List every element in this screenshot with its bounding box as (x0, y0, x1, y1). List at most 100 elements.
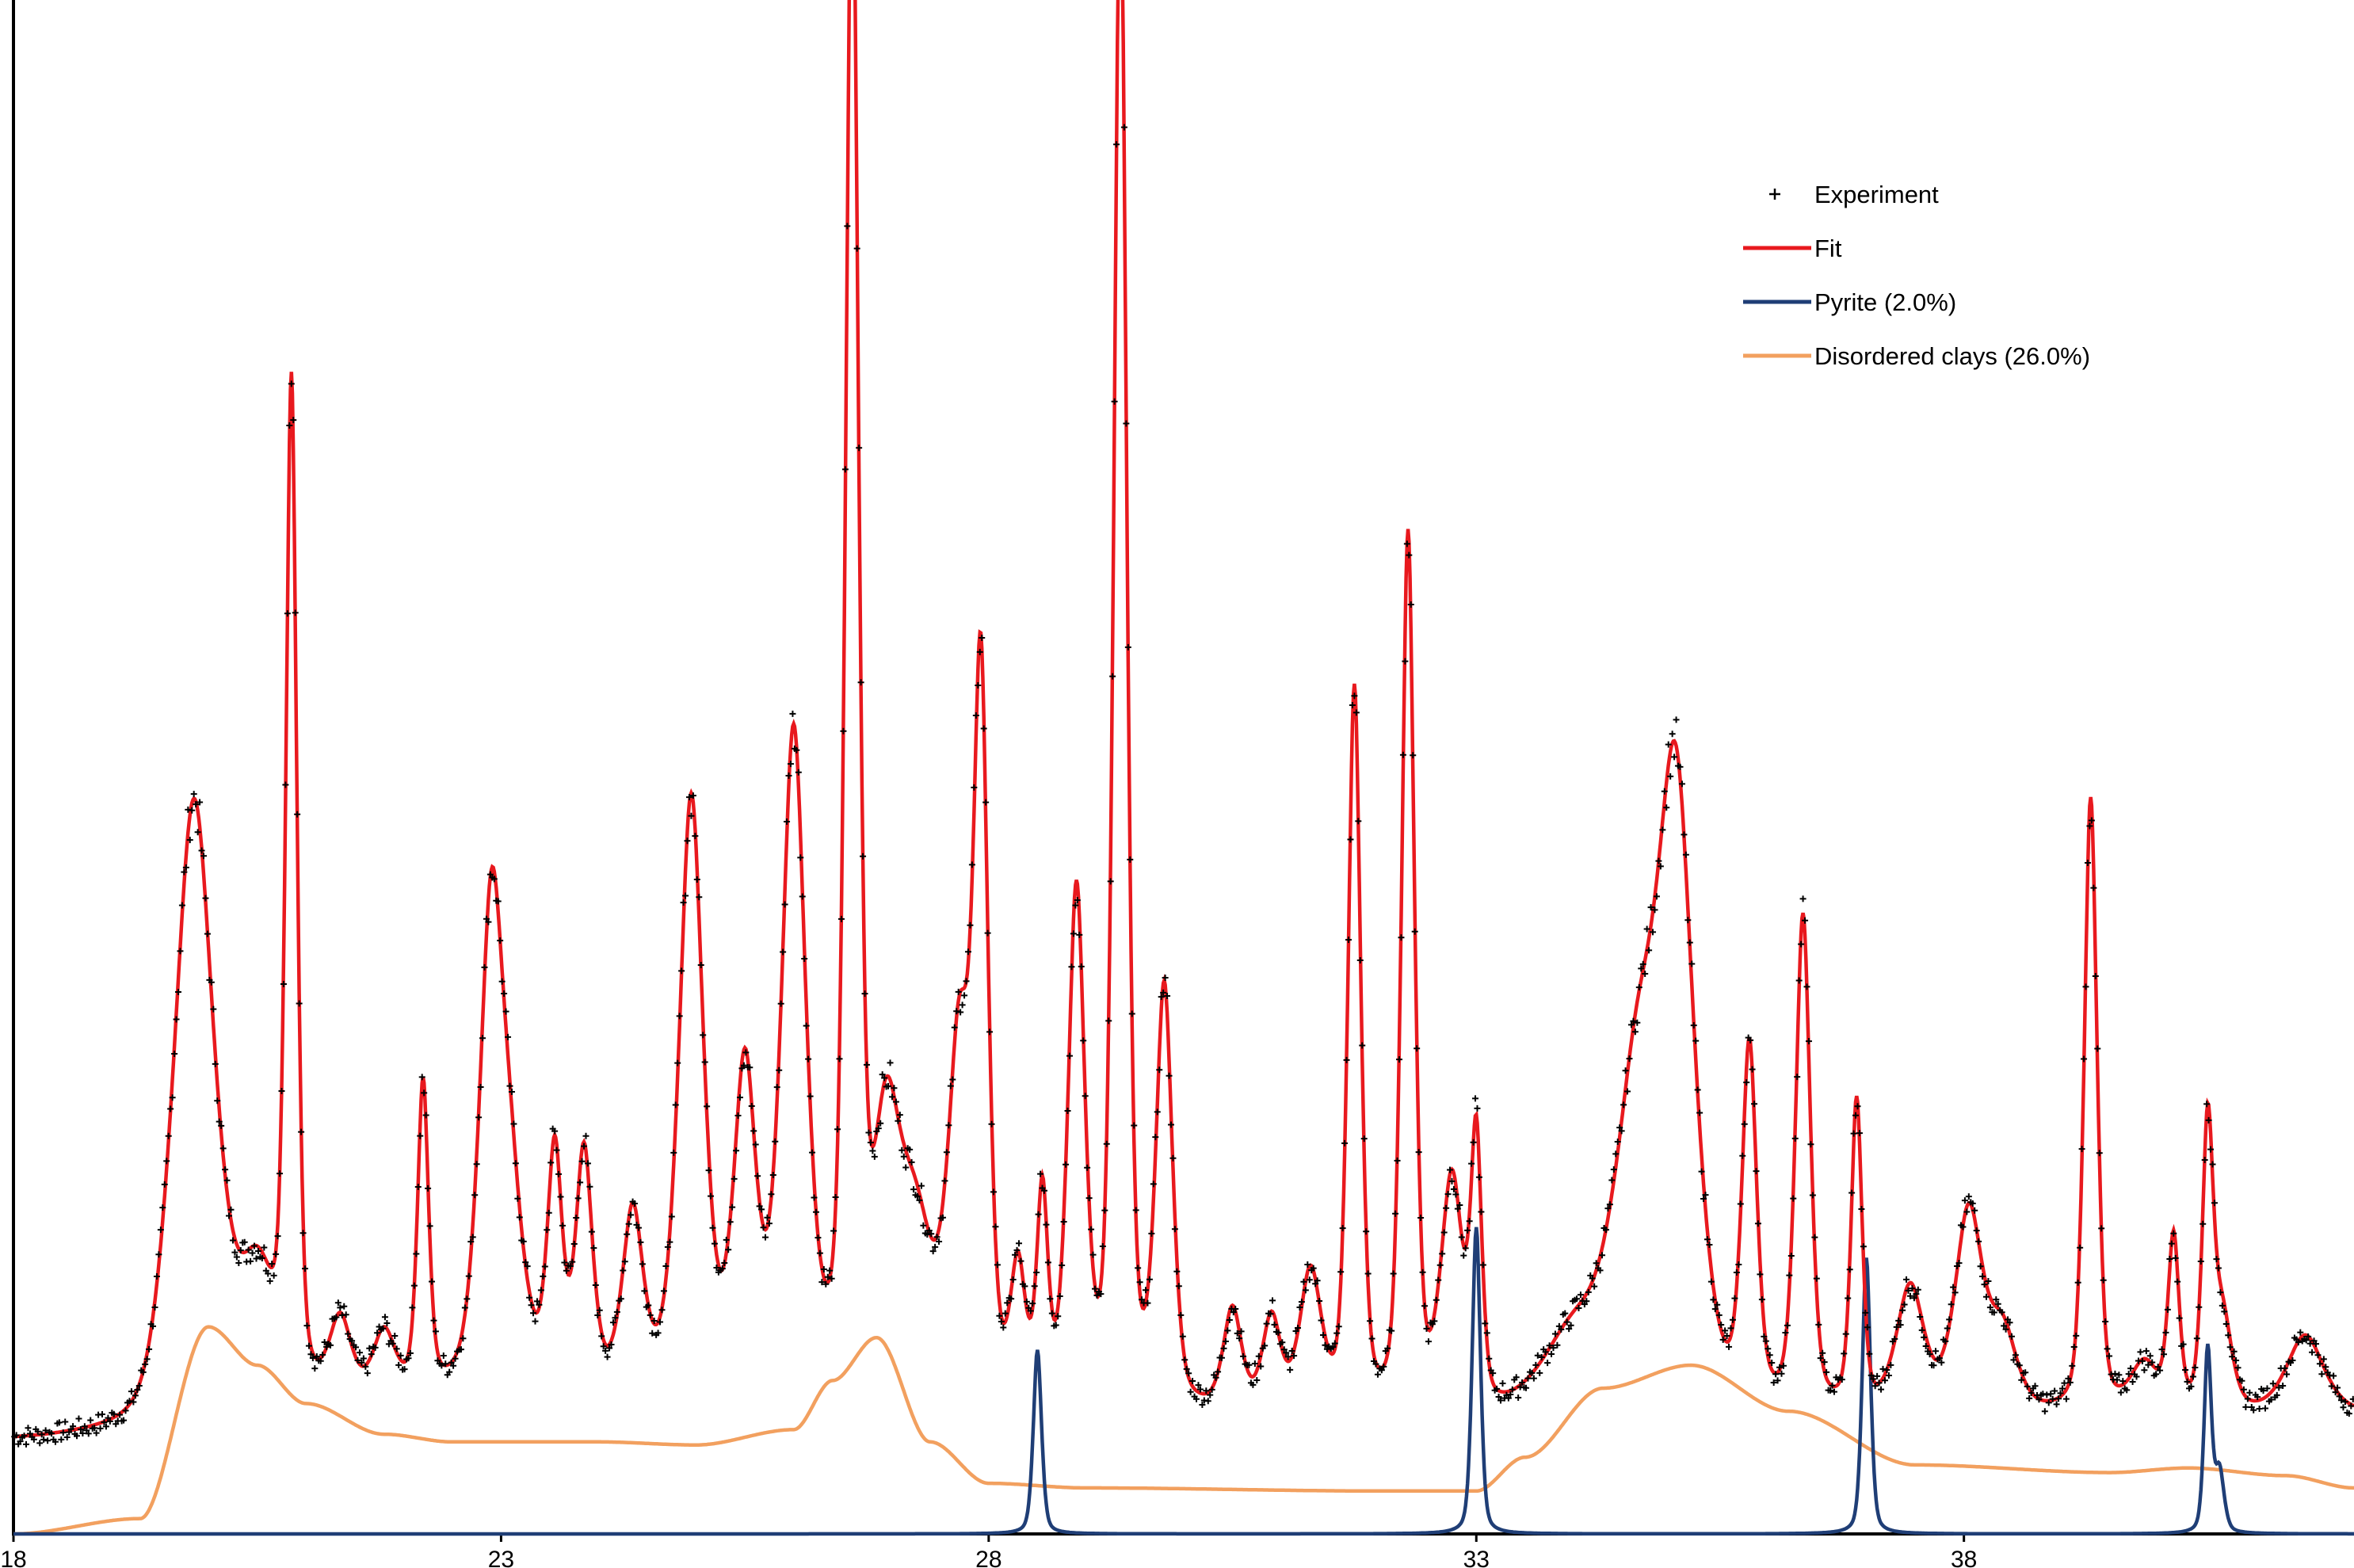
data-point (1643, 925, 1650, 933)
data-point (30, 1436, 37, 1443)
data-point (497, 937, 504, 944)
data-point (1482, 1320, 1489, 1327)
data-point (879, 1071, 886, 1078)
data-point (959, 1001, 966, 1009)
data-point (1478, 1208, 1485, 1215)
data-point (1353, 709, 1360, 716)
data-point (222, 1166, 229, 1173)
data-point (97, 1425, 104, 1432)
data-point (1819, 1349, 1826, 1356)
data-point (867, 1139, 874, 1146)
data-point (761, 1234, 769, 1241)
data-point (693, 876, 700, 883)
data-point (647, 1311, 654, 1318)
data-point (296, 1000, 303, 1007)
fit-series (13, 0, 2354, 1439)
data-point (1295, 1325, 1302, 1332)
data-point (896, 1112, 903, 1119)
data-point (457, 1346, 464, 1353)
data-point (975, 681, 982, 689)
data-point (1193, 1395, 1200, 1402)
data-point (1614, 1138, 1621, 1145)
data-point (1684, 917, 1692, 924)
data-point (1253, 1376, 1261, 1383)
axes (12, 0, 2354, 1536)
data-point (380, 1325, 387, 1332)
data-point (1794, 1074, 1801, 1081)
data-point (613, 1308, 620, 1315)
data-point (1056, 1292, 1063, 1299)
data-point (1351, 692, 1358, 700)
data-point (2138, 1357, 2146, 1364)
data-point (2113, 1376, 2120, 1383)
data-point (1040, 1187, 1047, 1194)
data-point (1033, 1269, 1040, 1276)
data-point (1881, 1377, 1888, 1384)
data-point (284, 610, 291, 617)
data-point (895, 1117, 902, 1124)
data-point (1158, 994, 1165, 1001)
data-point (898, 1146, 906, 1154)
data-point (1207, 1391, 1214, 1398)
data-point (1811, 1234, 1818, 1241)
data-point (58, 1436, 65, 1443)
data-point (1866, 1350, 1873, 1357)
data-point (473, 1161, 480, 1168)
data-point (1875, 1379, 1883, 1387)
data-point (994, 1261, 1001, 1269)
data-point (670, 1149, 677, 1156)
data-point (1646, 947, 1653, 954)
data-point (617, 1295, 624, 1303)
data-point (1304, 1261, 1311, 1268)
data-point (1735, 1261, 1742, 1268)
data-point (1546, 1342, 1553, 1349)
data-point (1524, 1375, 1532, 1382)
data-point (1593, 1260, 1600, 1267)
data-point (941, 1177, 948, 1185)
data-point (190, 791, 197, 798)
data-point (358, 1359, 365, 1366)
data-point (2157, 1367, 2164, 1374)
data-point (1631, 1028, 1639, 1036)
data-point (520, 1238, 527, 1245)
data-point (1519, 1379, 1526, 1386)
data-point (2334, 1384, 2341, 1391)
data-point (1815, 1321, 1822, 1328)
data-point (555, 1170, 563, 1177)
data-point (1612, 1150, 1620, 1158)
data-point (40, 1436, 48, 1443)
data-point (120, 1417, 128, 1424)
data-point (143, 1356, 151, 1363)
data-point (961, 992, 968, 999)
data-point (1306, 1276, 1313, 1284)
data-point (1803, 983, 1810, 990)
data-point (1458, 1234, 1465, 1241)
data-point (282, 781, 289, 788)
data-point (2238, 1377, 2245, 1384)
data-point (1906, 1292, 1913, 1299)
data-point (545, 1209, 552, 1216)
data-point (1731, 1295, 1738, 1302)
data-point (1665, 741, 1672, 748)
data-point (1127, 856, 1134, 863)
data-point (925, 1227, 933, 1234)
data-point (674, 1059, 681, 1066)
data-point (1255, 1352, 1262, 1360)
data-point (581, 1143, 588, 1150)
data-point (229, 1237, 236, 1244)
data-point (812, 1208, 819, 1215)
data-point (2348, 1402, 2354, 1410)
data-point (391, 1333, 399, 1339)
data-point (2340, 1404, 2347, 1411)
data-point (393, 1345, 400, 1352)
data-point (1483, 1330, 1490, 1337)
data-point (586, 1183, 593, 1190)
data-point (249, 1249, 256, 1257)
data-point (1930, 1362, 1937, 1369)
data-point (1136, 1279, 1143, 1286)
data-point (200, 853, 208, 860)
data-point (596, 1307, 603, 1314)
data-point (1105, 1017, 1112, 1024)
data-point (943, 1149, 950, 1156)
data-point (450, 1362, 457, 1369)
